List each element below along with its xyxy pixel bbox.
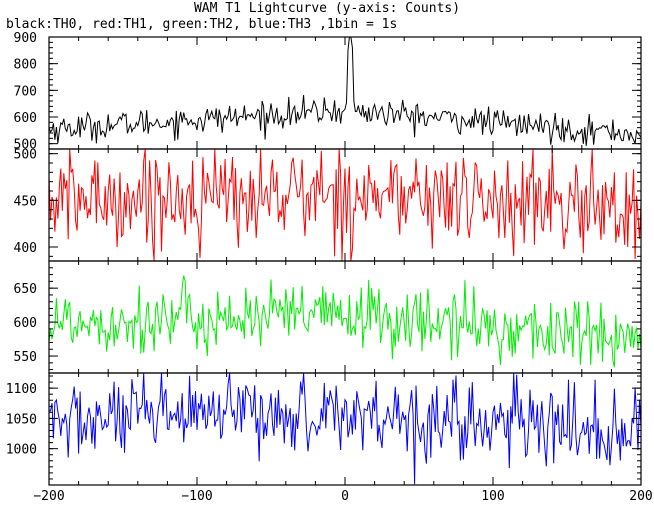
y-tick-label: 450 <box>14 194 37 209</box>
x-tick-label: 200 <box>629 489 652 504</box>
chart-subtitle: black:TH0, red:TH1, green:TH2, blue:TH3 … <box>6 17 398 32</box>
y-tick-label: 500 <box>14 138 37 153</box>
y-tick-label: 700 <box>14 84 37 99</box>
y-tick-label: 1000 <box>6 443 37 458</box>
x-tick-label: 0 <box>341 489 349 504</box>
x-tick-label: 100 <box>481 489 504 504</box>
x-tick-label: −100 <box>181 489 212 504</box>
series-line-th3 <box>48 372 642 485</box>
y-tick-label: 550 <box>14 350 37 365</box>
chart-title: WAM T1 Lightcurve (y-axis: Counts) <box>193 1 461 16</box>
series-line-th1 <box>48 148 642 262</box>
series-line-th0 <box>48 36 642 146</box>
series-line-th2 <box>48 275 642 368</box>
x-tick-label: −200 <box>33 489 64 504</box>
y-tick-label: 1050 <box>6 412 37 427</box>
y-tick-label: 500 <box>14 148 37 163</box>
panel-frame <box>48 372 642 486</box>
y-tick-label: 600 <box>14 316 37 331</box>
y-tick-label: 1100 <box>6 382 37 397</box>
y-tick-label: 400 <box>14 241 37 256</box>
y-tick-label: 900 <box>14 31 37 46</box>
y-tick-label: 650 <box>14 282 37 297</box>
y-tick-label: 800 <box>14 58 37 73</box>
y-tick-label: 600 <box>14 111 37 126</box>
